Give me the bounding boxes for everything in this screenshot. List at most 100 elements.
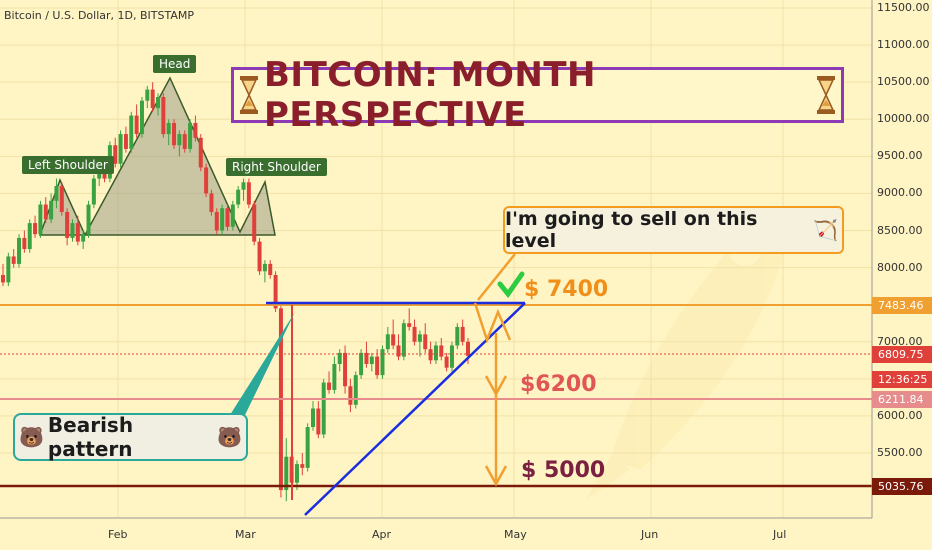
candle-body — [54, 186, 59, 201]
candle-body — [407, 323, 412, 327]
head-tag: Head — [153, 55, 197, 73]
candle-body — [113, 145, 118, 164]
x-tick-label: May — [504, 528, 527, 541]
candle-body — [123, 134, 128, 149]
bearish-callout-text: Bearish pattern — [47, 413, 134, 461]
bear-callout-pointer — [230, 312, 295, 415]
candle-body — [449, 345, 454, 368]
bear-face-icon: 🐻 — [217, 425, 242, 449]
candle-body — [1, 275, 5, 283]
price-box-support-6200: 6211.84 — [872, 391, 932, 408]
projection-arrows — [473, 253, 516, 487]
candle-body — [27, 223, 32, 250]
candle-body — [316, 408, 321, 435]
candle-body — [369, 356, 374, 364]
candle-body — [49, 200, 54, 220]
candle-body — [75, 223, 80, 242]
y-tick-label: 9000.00 — [877, 186, 923, 200]
candle-body — [359, 352, 364, 376]
candle-body — [385, 334, 390, 350]
x-tick-label: Apr — [372, 528, 392, 541]
left-shoulder-tag: Left Shoulder — [22, 156, 114, 174]
title-banner: BITCOIN: MONTH PERSPECTIVE — [231, 55, 844, 135]
candle-body — [241, 182, 246, 190]
candle-body — [91, 178, 96, 205]
candle-body — [284, 456, 289, 491]
candle-body — [311, 408, 315, 428]
sell-callout-text: I'm going to sell on this level — [505, 208, 758, 252]
candle-body — [139, 100, 144, 135]
candle-body — [337, 352, 342, 364]
candle-body — [134, 115, 139, 135]
candle-body — [161, 97, 166, 135]
candle-body — [252, 204, 257, 242]
candle-body — [332, 364, 337, 390]
y-tick-label: 5500.00 — [877, 446, 923, 459]
candle-body — [166, 122, 171, 135]
candle-body — [321, 382, 326, 435]
candle-body — [433, 345, 438, 361]
hourglass-icon — [240, 76, 258, 114]
candle-body — [118, 134, 123, 164]
candle-body — [444, 356, 449, 368]
candle-body — [150, 89, 155, 109]
candle-body — [396, 345, 401, 357]
candle-body — [353, 375, 358, 405]
candle-body — [375, 356, 380, 376]
bear-face-icon: 🐻 — [19, 425, 44, 449]
y-tick-label: 10500.00 — [877, 75, 930, 89]
candle-body — [220, 208, 225, 231]
y-tick-label: 10000.00 — [877, 112, 930, 126]
candle-body — [6, 256, 11, 283]
candle-body — [428, 349, 433, 361]
candle-body — [193, 122, 198, 138]
level-5000-label: $ 5000 — [521, 458, 606, 483]
candle-body — [391, 334, 396, 346]
candle-body — [81, 234, 86, 242]
candle-body — [225, 208, 230, 227]
candle-body — [412, 326, 417, 342]
candle-body — [145, 89, 150, 101]
y-tick-label: 9500.00 — [877, 149, 923, 163]
candle-body — [59, 186, 64, 212]
candle-body — [343, 352, 348, 387]
candle-body — [17, 237, 22, 264]
candle-body — [188, 122, 193, 149]
banner-title: BITCOIN: MONTH PERSPECTIVE — [264, 55, 596, 135]
candle-body — [129, 115, 134, 149]
candle-body — [204, 167, 209, 194]
y-tick-label: 8000.00 — [877, 260, 923, 274]
candle-body — [262, 263, 267, 272]
x-tick-label: Jun — [641, 528, 659, 541]
x-tick-label: Feb — [108, 528, 128, 541]
head-shoulders-pattern — [38, 76, 276, 237]
price-box-current: 6809.75 — [872, 346, 932, 363]
x-tick-label: Mar — [235, 528, 256, 541]
candle-body — [300, 464, 305, 468]
candle-body — [257, 241, 262, 272]
price-box-resistance: 7483.46 — [872, 297, 932, 314]
y-tick-label: 11000.00 — [877, 38, 930, 52]
candle-body — [198, 137, 203, 168]
candle-body — [246, 182, 251, 205]
candle-body — [439, 345, 444, 357]
candle-body — [86, 204, 91, 235]
candle-body — [43, 204, 48, 220]
level-6200-label: $6200 — [520, 372, 597, 397]
x-tick-label: Jul — [773, 528, 787, 541]
candle-body — [417, 334, 422, 342]
candle-body — [11, 256, 16, 264]
candles — [1, 82, 470, 502]
candle-body — [156, 97, 160, 109]
candle-body — [348, 386, 353, 405]
candle-body — [268, 263, 273, 275]
candle-body — [209, 193, 214, 212]
candle-body — [177, 134, 182, 146]
candle-body — [236, 189, 241, 205]
y-tick-label: 8500.00 — [877, 223, 923, 237]
candle-body — [460, 326, 465, 342]
candle-body — [38, 204, 43, 235]
sell-callout: I'm going to sell on this level 🏹 — [503, 206, 844, 254]
y-tick-label: 11500.00 — [877, 1, 930, 14]
